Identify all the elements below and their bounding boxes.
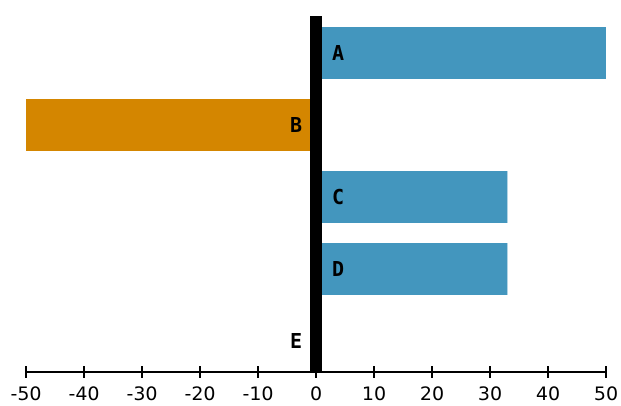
x-tick-label: 50 xyxy=(594,383,618,405)
bar-b xyxy=(26,99,316,151)
bar-labels-group: A B C D E xyxy=(290,41,344,353)
zero-line xyxy=(310,16,322,372)
x-tick-label: -10 xyxy=(242,383,273,405)
x-tick-label: 40 xyxy=(536,383,560,405)
x-tick-label: -50 xyxy=(10,383,41,405)
x-tick-label: -40 xyxy=(68,383,99,405)
bar-label-b: B xyxy=(290,113,302,137)
bar-label-c: C xyxy=(332,185,344,209)
bar-a xyxy=(316,27,606,79)
x-tick-label: 20 xyxy=(420,383,444,405)
bar-label-a: A xyxy=(332,41,344,65)
x-tick-label: 30 xyxy=(478,383,502,405)
zero-line-group xyxy=(310,16,322,372)
x-axis: -50 -40 -30 -20 -10 0 10 20 30 40 50 xyxy=(10,366,618,405)
bars-group xyxy=(26,27,606,367)
bar-d xyxy=(316,243,508,295)
x-tick-label: -30 xyxy=(126,383,157,405)
bar-label-e: E xyxy=(290,329,302,353)
x-tick-label: 10 xyxy=(362,383,386,405)
bar-c xyxy=(316,171,508,223)
x-tick-label: 0 xyxy=(310,383,322,405)
x-tick-label: -20 xyxy=(184,383,215,405)
bar-label-d: D xyxy=(332,257,344,281)
